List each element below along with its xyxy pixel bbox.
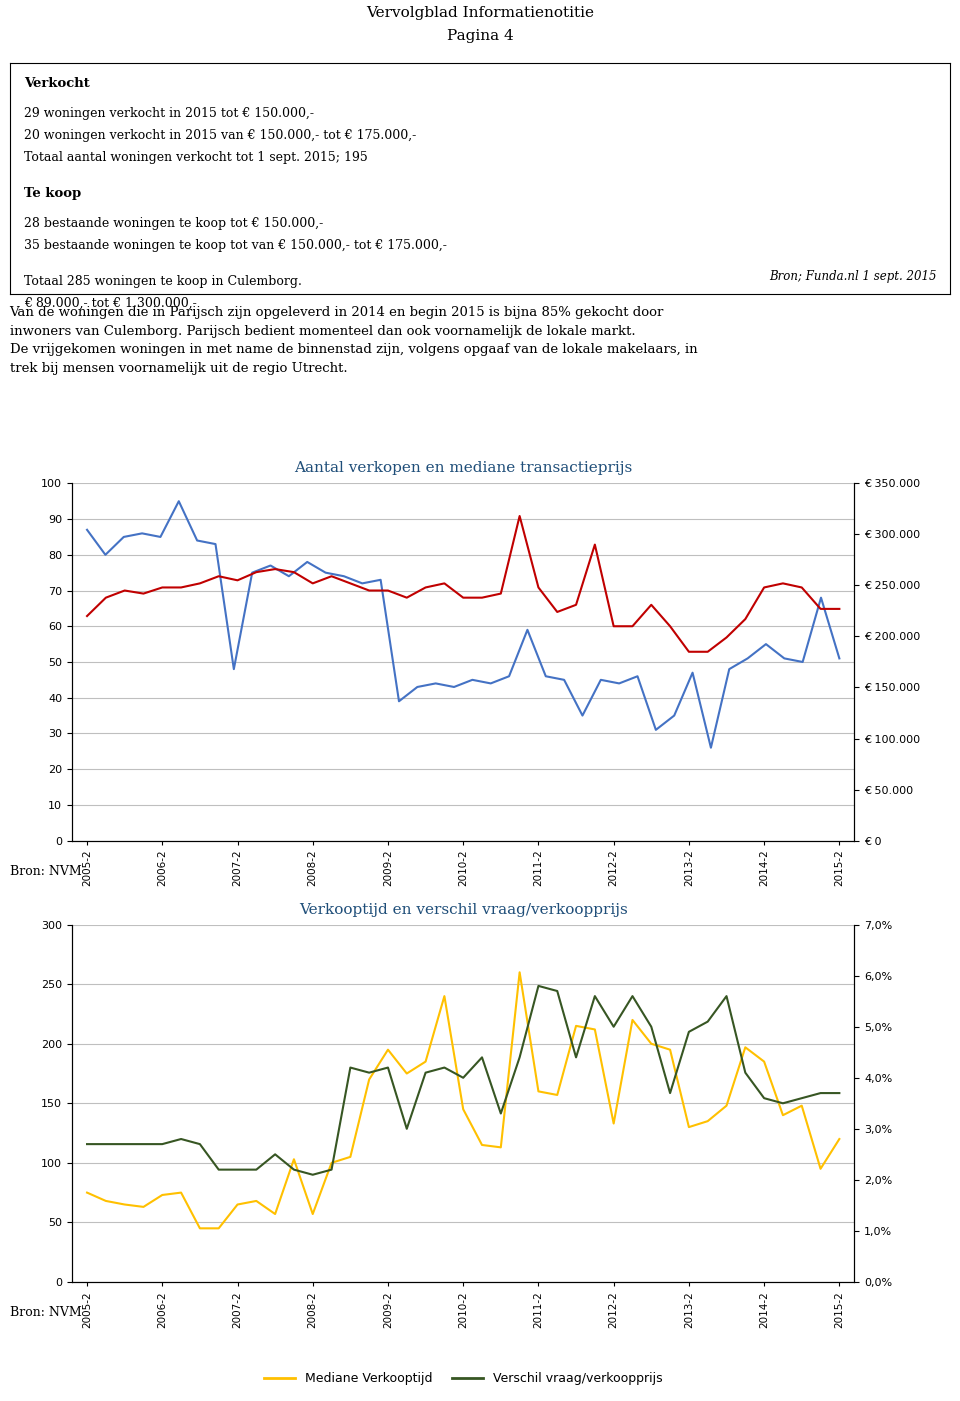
Text: 20 woningen verkocht in 2015 van € 150.000,- tot € 175.000,-: 20 woningen verkocht in 2015 van € 150.0… xyxy=(24,129,416,142)
Text: € 89.000,- tot € 1.300.000,-: € 89.000,- tot € 1.300.000,- xyxy=(24,297,197,310)
Text: Bron; Funda.nl 1 sept. 2015: Bron; Funda.nl 1 sept. 2015 xyxy=(769,269,936,283)
Text: 35 bestaande woningen te koop tot van € 150.000,- tot € 175.000,-: 35 bestaande woningen te koop tot van € … xyxy=(24,238,446,252)
Legend: Mediane Verkooptijd, Verschil vraag/verkoopprijs: Mediane Verkooptijd, Verschil vraag/verk… xyxy=(259,1367,667,1390)
Text: 29 woningen verkocht in 2015 tot € 150.000,-: 29 woningen verkocht in 2015 tot € 150.0… xyxy=(24,106,314,120)
Text: Te koop: Te koop xyxy=(24,186,81,200)
Text: Totaal aantal woningen verkocht tot 1 sept. 2015; 195: Totaal aantal woningen verkocht tot 1 se… xyxy=(24,151,368,164)
Text: Bron: NVM: Bron: NVM xyxy=(10,1306,82,1320)
Text: Verkocht: Verkocht xyxy=(24,77,89,90)
Text: Van de woningen die in Parijsch zijn opgeleverd in 2014 en begin 2015 is bijna 8: Van de woningen die in Parijsch zijn opg… xyxy=(10,307,697,375)
Text: Totaal 285 woningen te koop in Culemborg.: Totaal 285 woningen te koop in Culemborg… xyxy=(24,275,301,287)
Text: Vervolgblad Informatienotitie
Pagina 4: Vervolgblad Informatienotitie Pagina 4 xyxy=(366,6,594,43)
Title: Verkooptijd en verschil vraag/verkoopprijs: Verkooptijd en verschil vraag/verkooppri… xyxy=(299,902,628,916)
Text: 28 bestaande woningen te koop tot € 150.000,-: 28 bestaande woningen te koop tot € 150.… xyxy=(24,217,323,230)
Legend: Aantal verkocht, Mediane transactieprijs: Aantal verkocht, Mediane transactieprijs xyxy=(285,926,641,948)
Text: Bron: NVM: Bron: NVM xyxy=(10,864,82,878)
Title: Aantal verkopen en mediane transactieprijs: Aantal verkopen en mediane transactiepri… xyxy=(294,461,633,475)
